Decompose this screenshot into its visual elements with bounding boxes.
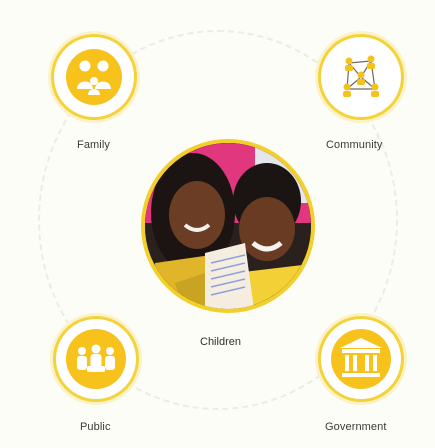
crowd-icon xyxy=(66,329,126,389)
community-node[interactable] xyxy=(318,34,404,120)
public-label: Public xyxy=(80,421,111,433)
connection-ring xyxy=(38,30,398,410)
government-label: Government xyxy=(325,421,387,433)
government-building-icon xyxy=(331,329,391,389)
family-node[interactable] xyxy=(51,34,137,120)
public-node[interactable] xyxy=(53,316,139,402)
community-label: Community xyxy=(326,139,383,151)
community-network-icon xyxy=(343,55,379,97)
children-label: Children xyxy=(200,336,241,348)
children-photo-illustration xyxy=(145,143,311,309)
family-icon xyxy=(66,49,122,105)
family-label: Family xyxy=(77,139,110,151)
government-node[interactable] xyxy=(318,316,404,402)
children-photo xyxy=(141,139,315,313)
